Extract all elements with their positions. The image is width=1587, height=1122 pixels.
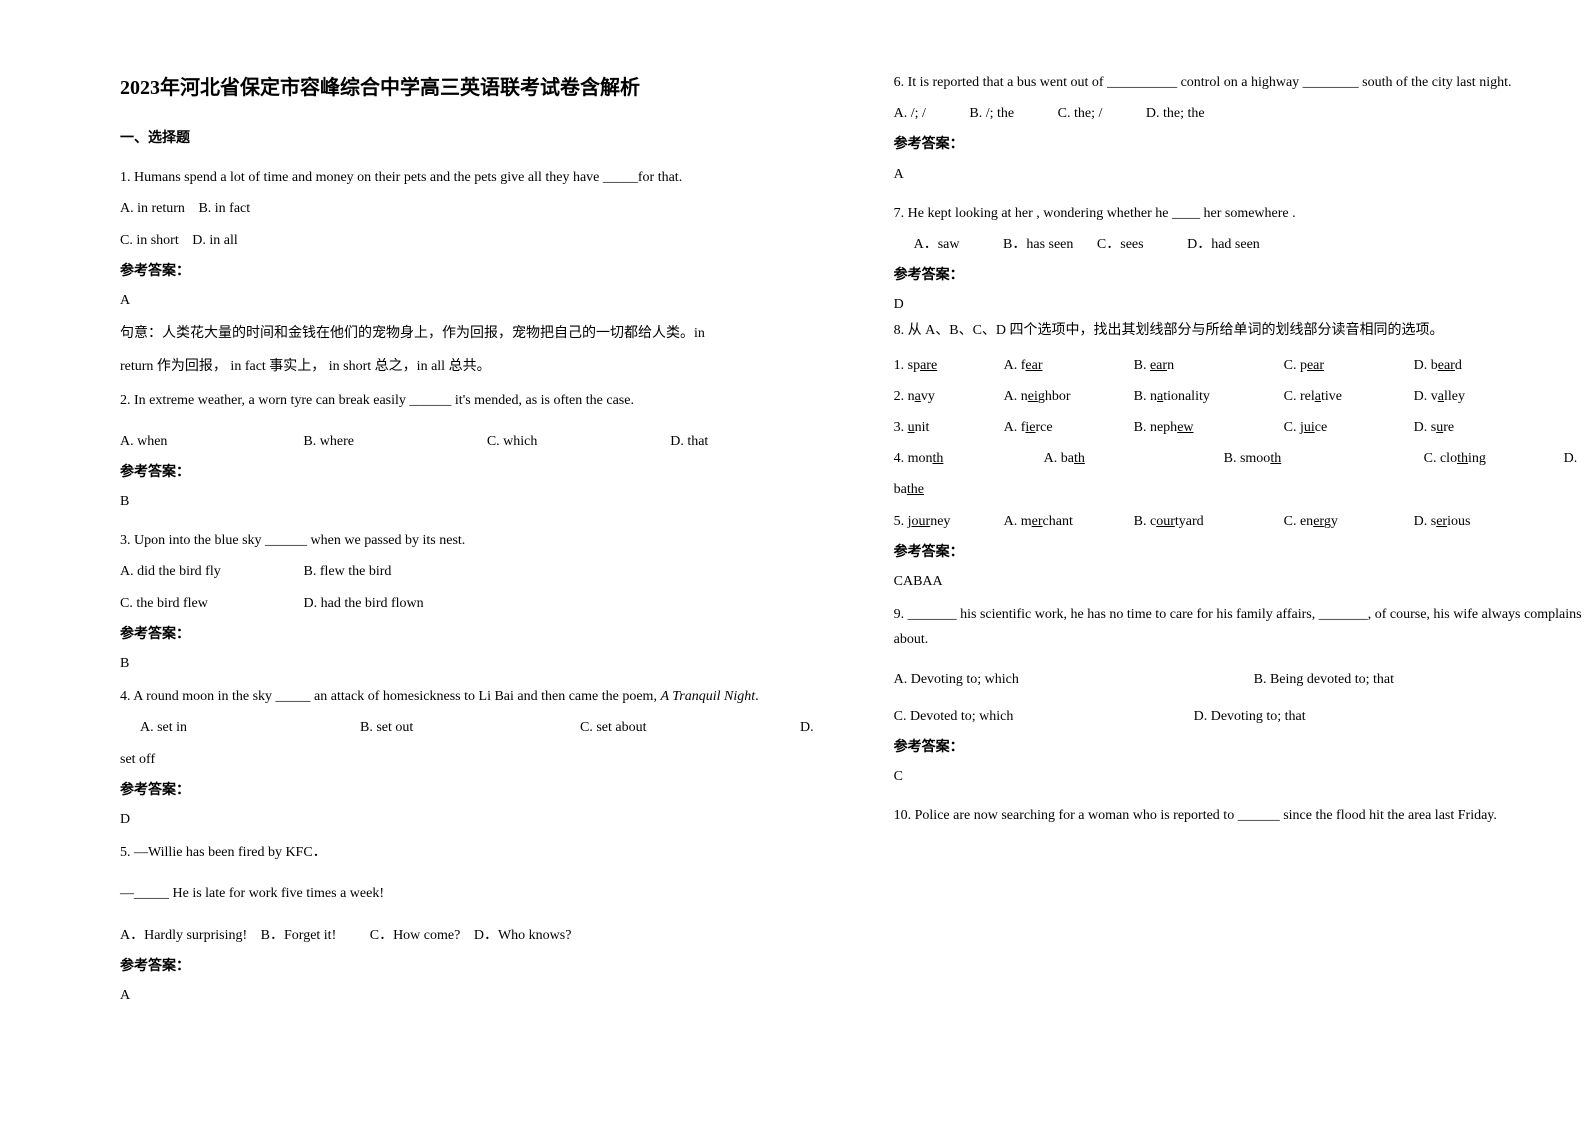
q7-optB: B．has seen: [1003, 232, 1073, 257]
q5-answer: A: [120, 983, 854, 1008]
q7-optA: A．saw: [914, 232, 960, 257]
q3-optD: D. had the bird flown: [304, 591, 424, 616]
question-6: 6. It is reported that a bus went out of…: [894, 70, 1587, 95]
question-4: 4. A round moon in the sky _____ an atta…: [120, 684, 854, 709]
q7-options: A．saw B．has seen C．sees D．had seen: [894, 232, 1587, 257]
phonetic-row-5: 5. journey A. merchant B. courtyard C. e…: [894, 509, 1587, 534]
q4-text-pre: 4. A round moon in the sky _____ an atta…: [120, 689, 660, 704]
q9-options-row2: C. Devoted to; which D. Devoting to; tha…: [894, 704, 1587, 729]
phonetic-row-2: 2. navy A. neighbor B. nationality C. re…: [894, 384, 1587, 409]
question-5-line1: 5. —Willie has been fired by KFC．: [120, 840, 854, 865]
q1-optA: A. in return: [120, 196, 185, 221]
q6-answer-label: 参考答案：: [894, 132, 1587, 157]
exam-title: 2023年河北省保定市容峰综合中学高三英语联考试卷含解析: [120, 70, 854, 106]
phonetic-table: 1. spare A. fear B. earn C. pear D. bear…: [894, 353, 1587, 534]
q1-explanation2: return 作为回报， in fact 事实上， in short 总之，in…: [120, 354, 854, 379]
q4-optA: A. set in: [120, 715, 320, 740]
q7-optC: C．sees: [1097, 232, 1144, 257]
q2-optB: B. where: [303, 429, 486, 454]
question-9: 9. _______ his scientific work, he has n…: [894, 602, 1587, 652]
question-2: 2. In extreme weather, a worn tyre can b…: [120, 388, 854, 413]
q6-optD: D. the; the: [1146, 101, 1205, 126]
q5-optA: A．Hardly surprising!: [120, 923, 247, 948]
q6-options: A. /; / B. /; the C. the; / D. the; the: [894, 101, 1587, 126]
q2-optD: D. that: [670, 429, 853, 454]
phonetic-row-3: 3. unit A. fierce B. nephew C. juice D. …: [894, 415, 1587, 440]
phonetic-row-4: 4. month A. bath B. smooth C. clothing D…: [894, 446, 1587, 471]
q4-optD-pre: D.: [800, 715, 814, 740]
q3-options-row2: C. the bird flew D. had the bird flown: [120, 591, 854, 616]
phonetic-row-4b: bathe: [894, 477, 1587, 502]
q2-optA: A. when: [120, 429, 303, 454]
q9-optB: B. Being devoted to; that: [1254, 667, 1394, 692]
q6-answer: A: [894, 162, 1587, 187]
q9-answer-label: 参考答案：: [894, 735, 1587, 760]
q6-optC: C. the; /: [1058, 101, 1103, 126]
q4-text-post: .: [755, 689, 759, 704]
q2-answer-label: 参考答案：: [120, 460, 854, 485]
question-10: 10. Police are now searching for a woman…: [894, 803, 1587, 828]
q3-options-row1: A. did the bird fly B. flew the bird: [120, 559, 854, 584]
q4-optC: C. set about: [580, 715, 760, 740]
right-column: 6. It is reported that a bus went out of…: [874, 70, 1587, 1082]
phonetic-row-1: 1. spare A. fear B. earn C. pear D. bear…: [894, 353, 1587, 378]
q9-optC: C. Devoted to; which: [894, 704, 1154, 729]
q3-answer-label: 参考答案：: [120, 622, 854, 647]
q3-optC: C. the bird flew: [120, 591, 260, 616]
q6-optB: B. /; the: [969, 101, 1014, 126]
q1-options-row1: A. in return B. in fact: [120, 196, 854, 221]
q1-optB: B. in fact: [198, 196, 250, 221]
q4-optB: B. set out: [360, 715, 540, 740]
q1-options-row2: C. in short D. in all: [120, 228, 854, 253]
q4-optD: set off: [120, 747, 854, 772]
q5-optD: D．Who knows?: [474, 923, 572, 948]
q7-answer: D: [894, 292, 1587, 317]
section-header: 一、选择题: [120, 126, 854, 151]
q7-answer-label: 参考答案：: [894, 263, 1587, 288]
question-3: 3. Upon into the blue sky ______ when we…: [120, 528, 854, 553]
q5-optC: C．How come?: [370, 923, 461, 948]
q1-explanation1: 句意：人类花大量的时间和金钱在他们的宠物身上，作为回报，宠物把自己的一切都给人类…: [120, 321, 854, 346]
q1-answer: A: [120, 288, 854, 313]
q8-answer: CABAA: [894, 569, 1587, 594]
q2-optC: C. which: [487, 429, 670, 454]
q9-optA: A. Devoting to; which: [894, 667, 1214, 692]
question-1: 1. Humans spend a lot of time and money …: [120, 165, 854, 190]
left-column: 2023年河北省保定市容峰综合中学高三英语联考试卷含解析 一、选择题 1. Hu…: [100, 70, 874, 1082]
q6-optA: A. /; /: [894, 101, 926, 126]
q5-options: A．Hardly surprising! B．Forget it! C．How …: [120, 923, 854, 948]
q3-optB: B. flew the bird: [304, 559, 392, 584]
q5-optB: B．Forget it!: [261, 923, 337, 948]
q1-optC: C. in short: [120, 228, 179, 253]
q1-answer-label: 参考答案：: [120, 259, 854, 284]
q9-answer: C: [894, 764, 1587, 789]
q7-optD: D．had seen: [1187, 232, 1260, 257]
q2-options: A. when B. where C. which D. that: [120, 429, 854, 454]
question-7: 7. He kept looking at her , wondering wh…: [894, 201, 1587, 226]
q4-answer: D: [120, 807, 854, 832]
q4-options: A. set in B. set out C. set about D.: [120, 715, 854, 740]
q4-answer-label: 参考答案：: [120, 778, 854, 803]
q1-optD: D. in all: [192, 228, 238, 253]
q2-answer: B: [120, 489, 854, 514]
q8-answer-label: 参考答案：: [894, 540, 1587, 565]
q4-text-italic: A Tranquil Night: [660, 689, 755, 704]
q3-optA: A. did the bird fly: [120, 559, 260, 584]
question-8: 8. 从 A、B、C、D 四个选项中，找出其划线部分与所给单词的划线部分读音相同…: [894, 318, 1587, 343]
q5-answer-label: 参考答案：: [120, 954, 854, 979]
q9-optD: D. Devoting to; that: [1194, 704, 1306, 729]
question-5-line2: —_____ He is late for work five times a …: [120, 881, 854, 906]
q3-answer: B: [120, 651, 854, 676]
q9-options-row1: A. Devoting to; which B. Being devoted t…: [894, 667, 1587, 692]
